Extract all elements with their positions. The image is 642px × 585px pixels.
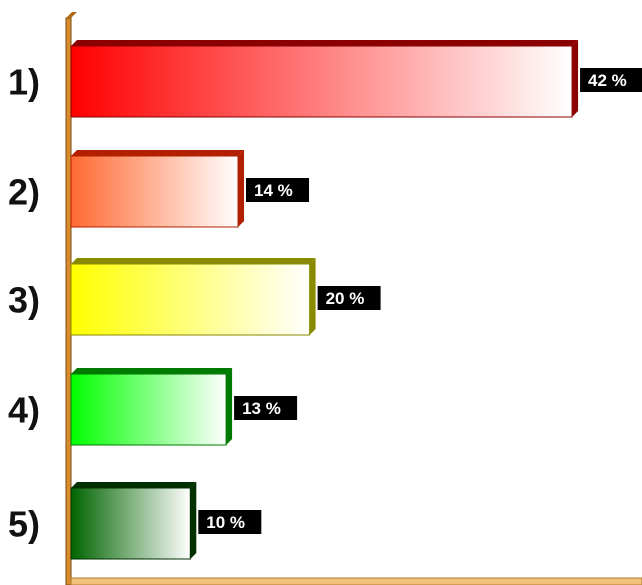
value-label-4: 13 % [242, 399, 281, 418]
bar-side-face [226, 368, 233, 445]
value-label-box-1 [580, 68, 642, 92]
category-label-2: 2) [8, 172, 40, 213]
bar-4 [70, 373, 227, 446]
bar-1 [70, 45, 573, 118]
bar-top-face [71, 368, 233, 374]
category-label-3: 3) [8, 280, 40, 321]
value-label-1: 42 % [588, 71, 627, 90]
category-label-5: 5) [8, 504, 40, 545]
bar-top-face [71, 482, 197, 488]
bar-top-face [71, 40, 579, 46]
value-label-2: 14 % [254, 181, 293, 200]
category-label-4: 4) [8, 390, 40, 431]
bar-side-face [190, 482, 197, 559]
bar-side-face [238, 150, 245, 227]
y-axis-line [65, 17, 72, 585]
bar-side-face [572, 40, 579, 117]
x-axis-base [70, 577, 642, 585]
category-label-1: 1) [8, 62, 40, 103]
bar-3 [70, 263, 311, 336]
value-label-box-5 [198, 510, 262, 534]
value-label-box-3 [317, 286, 381, 310]
value-label-box-4 [234, 396, 298, 420]
value-label-3: 20 % [326, 289, 365, 308]
value-label-5: 10 % [206, 513, 245, 532]
bar-5 [70, 487, 191, 560]
y-axis-top [66, 12, 77, 18]
value-label-box-2 [246, 178, 310, 202]
bar-top-face [71, 150, 245, 156]
bar-2 [70, 155, 239, 228]
bar-top-face [71, 258, 316, 264]
bar-side-face [309, 258, 316, 335]
